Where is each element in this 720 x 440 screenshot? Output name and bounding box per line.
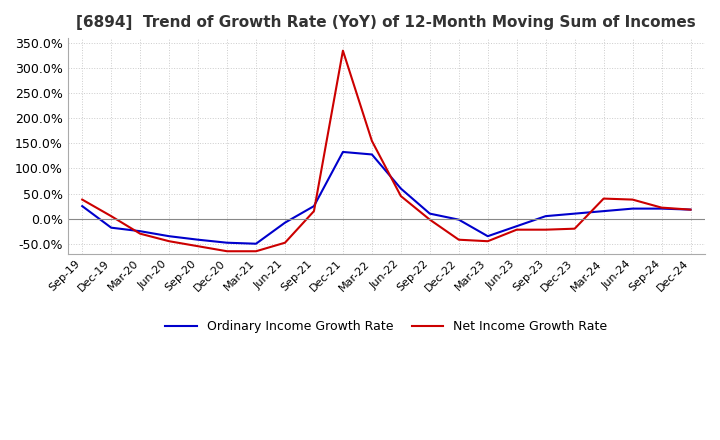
- Ordinary Income Growth Rate: [338, 149, 347, 154]
- Net Income Growth Rate: [281, 240, 289, 246]
- Ordinary Income Growth Rate: [165, 234, 174, 239]
- Net Income Growth Rate: [252, 249, 261, 254]
- Net Income Growth Rate: [310, 209, 318, 214]
- Net Income Growth Rate: [541, 227, 550, 232]
- Ordinary Income Growth Rate: [78, 203, 86, 209]
- Ordinary Income Growth Rate: [310, 203, 318, 209]
- Ordinary Income Growth Rate: [426, 211, 434, 216]
- Net Income Growth Rate: [78, 197, 86, 202]
- Ordinary Income Growth Rate: [107, 225, 115, 230]
- Net Income Growth Rate: [454, 237, 463, 242]
- Ordinary Income Growth Rate: [194, 237, 202, 242]
- Line: Ordinary Income Growth Rate: Ordinary Income Growth Rate: [82, 152, 690, 244]
- Net Income Growth Rate: [194, 244, 202, 249]
- Ordinary Income Growth Rate: [657, 206, 666, 211]
- Ordinary Income Growth Rate: [368, 152, 377, 157]
- Ordinary Income Growth Rate: [454, 217, 463, 222]
- Ordinary Income Growth Rate: [599, 209, 608, 214]
- Net Income Growth Rate: [222, 249, 231, 254]
- Ordinary Income Growth Rate: [629, 206, 637, 211]
- Net Income Growth Rate: [107, 213, 115, 219]
- Ordinary Income Growth Rate: [570, 211, 579, 216]
- Net Income Growth Rate: [368, 138, 377, 143]
- Line: Net Income Growth Rate: Net Income Growth Rate: [82, 51, 690, 251]
- Legend: Ordinary Income Growth Rate, Net Income Growth Rate: Ordinary Income Growth Rate, Net Income …: [161, 315, 612, 338]
- Ordinary Income Growth Rate: [513, 224, 521, 229]
- Net Income Growth Rate: [136, 231, 145, 236]
- Net Income Growth Rate: [599, 196, 608, 201]
- Net Income Growth Rate: [338, 48, 347, 53]
- Ordinary Income Growth Rate: [397, 186, 405, 191]
- Title: [6894]  Trend of Growth Rate (YoY) of 12-Month Moving Sum of Incomes: [6894] Trend of Growth Rate (YoY) of 12-…: [76, 15, 696, 30]
- Net Income Growth Rate: [397, 194, 405, 199]
- Net Income Growth Rate: [629, 197, 637, 202]
- Ordinary Income Growth Rate: [136, 228, 145, 234]
- Net Income Growth Rate: [657, 205, 666, 210]
- Ordinary Income Growth Rate: [541, 213, 550, 219]
- Ordinary Income Growth Rate: [252, 241, 261, 246]
- Net Income Growth Rate: [570, 226, 579, 231]
- Net Income Growth Rate: [426, 217, 434, 222]
- Net Income Growth Rate: [165, 238, 174, 244]
- Net Income Growth Rate: [686, 207, 695, 212]
- Ordinary Income Growth Rate: [483, 234, 492, 239]
- Net Income Growth Rate: [513, 227, 521, 232]
- Ordinary Income Growth Rate: [281, 220, 289, 225]
- Ordinary Income Growth Rate: [686, 207, 695, 212]
- Ordinary Income Growth Rate: [222, 240, 231, 246]
- Net Income Growth Rate: [483, 238, 492, 244]
